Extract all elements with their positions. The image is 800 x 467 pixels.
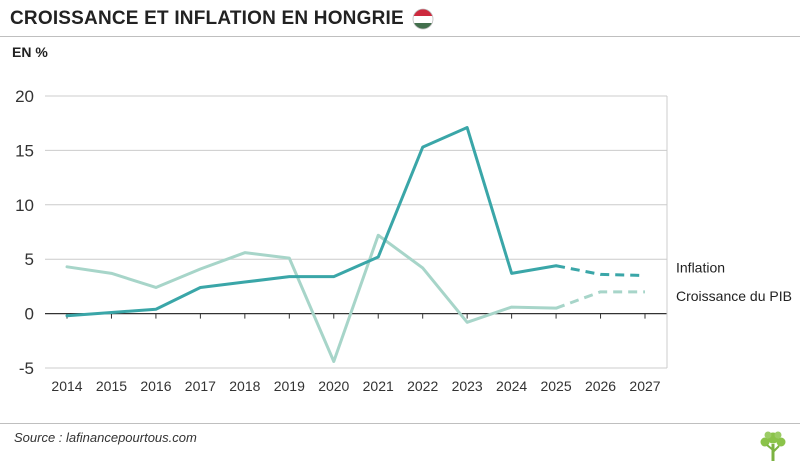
x-tick-label: 2017	[185, 378, 216, 394]
croissance-line-actual	[65, 233, 558, 363]
grid-layer	[45, 95, 668, 369]
inflation-line-point	[465, 126, 469, 130]
y-tick-label: -5	[19, 359, 34, 378]
croissance-line-point	[198, 267, 202, 271]
croissance-line-point	[154, 285, 158, 289]
x-tick-label: 2014	[51, 378, 82, 394]
x-tick-label: 2025	[540, 378, 571, 394]
inflation-line-point	[421, 145, 425, 149]
croissance-line-point	[65, 265, 69, 269]
inflation-line-point	[198, 285, 202, 289]
x-tick-label: 2023	[452, 378, 483, 394]
y-tick-label: 10	[15, 196, 34, 215]
croissance-label: Croissance du PIB	[676, 288, 792, 304]
tree-logo-icon	[760, 431, 786, 461]
y-tick-label: 0	[25, 305, 34, 324]
unit-label: EN %	[12, 44, 48, 60]
x-tick-label: 2016	[140, 378, 171, 394]
inflation-line-point	[243, 280, 247, 284]
top-rule	[0, 36, 800, 37]
inflation-line-forecast	[555, 264, 646, 278]
croissance-line-point	[376, 233, 380, 237]
inflation-line-point	[376, 255, 380, 259]
croissance-line-point	[332, 359, 336, 363]
croissance-line-point	[109, 271, 113, 275]
inflation-line-point	[599, 272, 603, 276]
inflation-line-point	[332, 275, 336, 279]
inflation-line-point	[109, 311, 113, 315]
inflation-line-point	[643, 274, 647, 278]
source-note: Source : lafinancepourtous.com	[14, 430, 197, 445]
croissance-line-forecast	[555, 290, 645, 310]
croissance-line-point	[287, 256, 291, 260]
croissance-line-point	[243, 251, 247, 255]
x-tick-label: 2019	[274, 378, 305, 394]
inflation-line-point	[554, 264, 558, 268]
x-tick-label: 2020	[318, 378, 349, 394]
inflation-line-point	[65, 314, 69, 318]
inflation-label: Inflation	[676, 260, 725, 276]
croissance-line-point	[554, 306, 558, 310]
croissance-line-point	[465, 320, 469, 324]
chart-title: CROISSANCE ET INFLATION EN HONGRIE	[10, 8, 404, 29]
series-layer	[65, 126, 647, 363]
x-tick-label: 2021	[363, 378, 394, 394]
bottom-rule	[0, 423, 800, 424]
x-tick-label: 2022	[407, 378, 438, 394]
inflation-line-point	[287, 275, 291, 279]
y-tick-label: 5	[25, 250, 34, 269]
x-tick-label: 2018	[229, 378, 260, 394]
inflation-line-point	[154, 307, 158, 311]
hungary-flag-icon	[412, 8, 434, 30]
croissance-line-point	[510, 305, 514, 309]
croissance-line-point	[643, 290, 647, 294]
inflation-line-point	[510, 271, 514, 275]
x-tick-label: 2026	[585, 378, 616, 394]
title-row: CROISSANCE ET INFLATION EN HONGRIE	[10, 8, 434, 30]
series-label-layer: Inflation Croissance du PIB	[676, 260, 792, 304]
inflation-line-actual	[65, 126, 558, 318]
y-tick-label: 15	[15, 141, 34, 160]
y-tick-layer: -5 0 5 10 15 20	[15, 87, 34, 378]
y-tick-label: 20	[15, 87, 34, 106]
croissance-line-point	[599, 290, 603, 294]
croissance-line-point	[421, 266, 425, 270]
x-tick-label: 2027	[629, 378, 660, 394]
x-tick-layer: 2014 2015 2016 2017 2018 2019 2020 2021 2022 2023…	[51, 313, 661, 394]
x-tick-label: 2015	[96, 378, 127, 394]
x-tick-label: 2024	[496, 378, 527, 394]
